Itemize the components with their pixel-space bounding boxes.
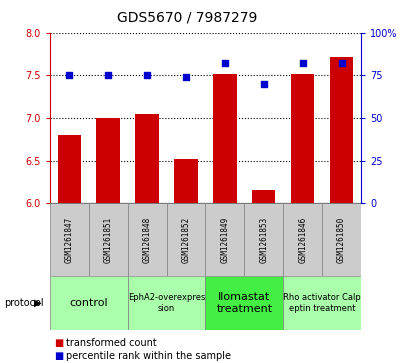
Bar (205, 203, 244, 276)
Text: percentile rank within the sample: percentile rank within the sample (66, 351, 232, 362)
Bar (135, 114, 159, 203)
Text: GDS5670 / 7987279: GDS5670 / 7987279 (117, 11, 257, 25)
Bar (330, 57, 353, 203)
Point (338, 61, 345, 66)
Bar (174, 159, 198, 203)
Bar (128, 203, 166, 276)
Bar (166, 203, 205, 276)
Bar (244, 203, 283, 276)
Point (222, 61, 228, 66)
Bar (205, 276, 283, 330)
Bar (213, 74, 237, 203)
Bar (322, 203, 361, 276)
Text: control: control (69, 298, 108, 308)
Text: GSM1261851: GSM1261851 (104, 216, 112, 263)
Point (261, 81, 267, 87)
Point (66, 72, 73, 78)
Bar (283, 276, 361, 330)
Text: transformed count: transformed count (66, 338, 157, 348)
Bar (50, 276, 128, 330)
Text: EphA2-overexpres
sion: EphA2-overexpres sion (128, 293, 205, 313)
Text: GSM1261846: GSM1261846 (298, 216, 307, 263)
Bar (96, 118, 120, 203)
Point (299, 61, 306, 66)
Bar (89, 203, 128, 276)
Point (105, 72, 112, 78)
Text: ■: ■ (54, 351, 63, 362)
Text: GSM1261850: GSM1261850 (337, 216, 346, 263)
Bar (58, 135, 81, 203)
Text: ▶: ▶ (34, 298, 42, 308)
Text: GSM1261849: GSM1261849 (220, 216, 229, 263)
Point (144, 72, 150, 78)
Text: Rho activator Calp
eptin treatment: Rho activator Calp eptin treatment (283, 293, 361, 313)
Text: GSM1261852: GSM1261852 (181, 216, 190, 263)
Bar (50, 203, 89, 276)
Text: GSM1261847: GSM1261847 (65, 216, 74, 263)
Text: Ilomastat
treatment: Ilomastat treatment (216, 292, 272, 314)
Text: GSM1261853: GSM1261853 (259, 216, 268, 263)
Bar (291, 74, 315, 203)
Text: GSM1261848: GSM1261848 (143, 216, 151, 263)
Text: protocol: protocol (4, 298, 44, 308)
Point (183, 74, 189, 80)
Bar (283, 203, 322, 276)
Text: ■: ■ (54, 338, 63, 348)
Bar (252, 191, 276, 203)
Bar (128, 276, 205, 330)
